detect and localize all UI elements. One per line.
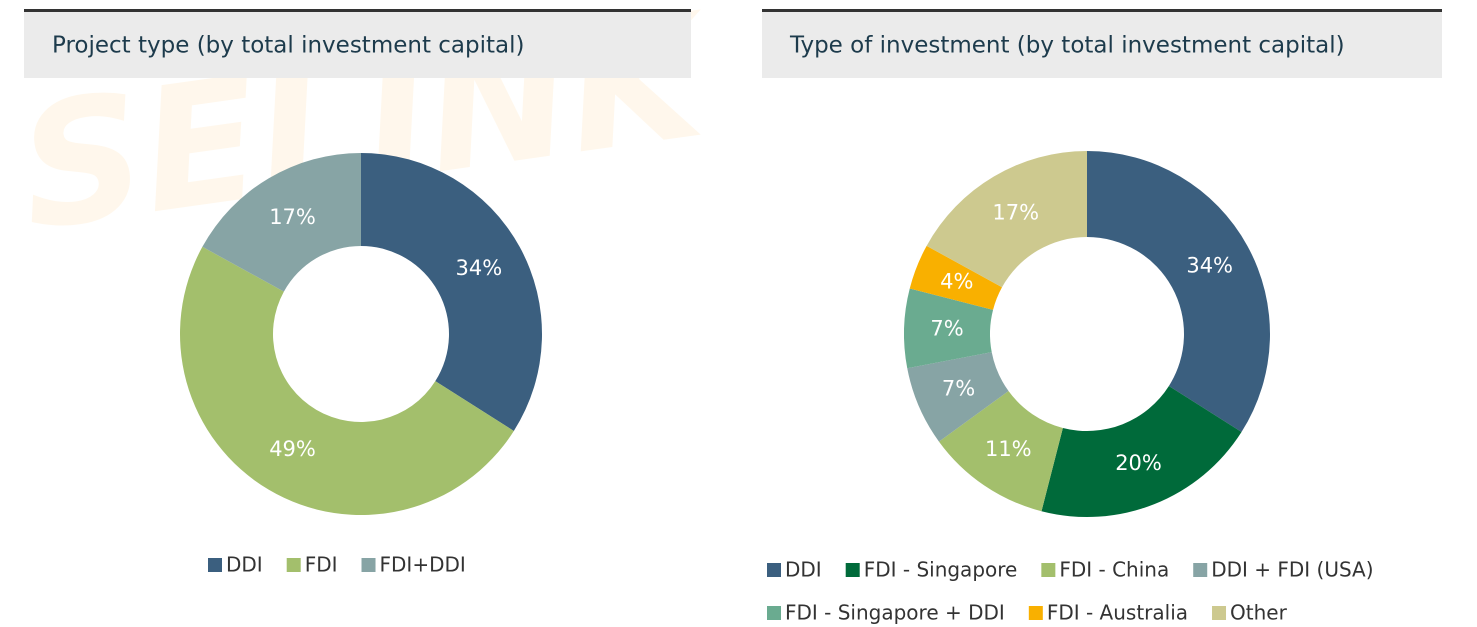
slice-label: 17% xyxy=(992,200,1039,224)
slice-label: 11% xyxy=(985,437,1032,461)
slice xyxy=(202,153,361,292)
legend-swatch xyxy=(767,563,781,577)
slice xyxy=(909,245,1002,310)
legend-text: FDI+DDI xyxy=(380,553,466,577)
legend-text: FDI - Singapore + DDI xyxy=(785,601,1005,625)
slice xyxy=(904,288,994,369)
legend-swatch xyxy=(286,558,301,572)
legend-text: DDI + FDI (USA) xyxy=(1211,558,1373,582)
legend-swatch xyxy=(1041,563,1056,577)
legend-swatch xyxy=(208,558,222,572)
slice xyxy=(926,151,1087,288)
legend-swatch xyxy=(767,606,781,620)
legend-text: Other xyxy=(1230,601,1288,625)
legend-text: DDI xyxy=(785,558,822,582)
slice xyxy=(907,352,1009,442)
legend-swatch xyxy=(361,558,376,572)
chart-title: Project type (by total investment capita… xyxy=(52,33,525,59)
header-bg xyxy=(24,10,691,78)
slice-label: 7% xyxy=(930,317,963,341)
legend-text: FDI - China xyxy=(1059,558,1169,582)
slice-label: 17% xyxy=(269,205,316,229)
slice-label: 20% xyxy=(1115,451,1162,475)
legend-swatch xyxy=(1028,606,1043,620)
slice xyxy=(179,246,514,516)
slice-label: 49% xyxy=(269,437,316,461)
legend-swatch xyxy=(1193,563,1208,577)
legend-swatch xyxy=(1212,606,1227,620)
slice-label: 34% xyxy=(1186,254,1233,278)
slice xyxy=(361,153,542,431)
chart-title: Type of investment (by total investment … xyxy=(789,33,1345,59)
slice-label: 7% xyxy=(942,377,975,401)
header-bg xyxy=(762,10,1442,78)
slice xyxy=(1041,385,1242,517)
slice-label: 4% xyxy=(940,269,973,293)
header-rule xyxy=(762,9,1442,12)
legend-text: FDI - Singapore xyxy=(864,558,1018,582)
legend-text: FDI - Australia xyxy=(1047,601,1188,625)
header-rule xyxy=(24,9,691,12)
legend-swatch xyxy=(845,563,860,577)
slice xyxy=(938,391,1063,512)
legend-text: DDI xyxy=(226,553,263,577)
legend-text: FDI xyxy=(305,553,338,577)
slice-label: 34% xyxy=(456,256,503,280)
slice xyxy=(1087,151,1270,433)
